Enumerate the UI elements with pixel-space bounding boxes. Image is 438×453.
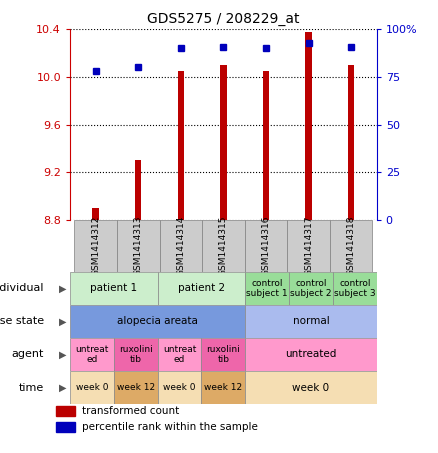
Bar: [158, 371, 201, 404]
Bar: [333, 272, 377, 305]
Bar: [74, 220, 117, 272]
Text: untreat
ed: untreat ed: [163, 345, 196, 364]
Bar: [92, 208, 99, 220]
Bar: [287, 220, 330, 272]
Text: ▶: ▶: [59, 382, 67, 393]
Bar: [305, 32, 312, 220]
Bar: [289, 272, 333, 305]
Text: patient 2: patient 2: [178, 283, 225, 294]
Bar: [158, 338, 201, 371]
Text: GSM1414313: GSM1414313: [134, 216, 143, 276]
Bar: [70, 305, 245, 338]
Text: individual: individual: [0, 283, 44, 294]
Text: week 0: week 0: [293, 382, 329, 393]
Text: patient 1: patient 1: [90, 283, 138, 294]
Bar: [245, 338, 377, 371]
Bar: [245, 371, 377, 404]
Text: transformed count: transformed count: [82, 405, 179, 415]
Bar: [114, 371, 158, 404]
Text: time: time: [18, 382, 44, 393]
Bar: [245, 272, 289, 305]
Text: ▶: ▶: [59, 316, 67, 327]
Text: GSM1414312: GSM1414312: [91, 216, 100, 276]
Bar: [135, 160, 141, 220]
Bar: [70, 272, 158, 305]
Text: control
subject 1: control subject 1: [246, 279, 288, 298]
Text: week 0: week 0: [163, 383, 196, 392]
Bar: [348, 65, 354, 220]
Text: control
subject 3: control subject 3: [334, 279, 376, 298]
Bar: [56, 422, 75, 432]
Bar: [201, 371, 245, 404]
Text: ruxolini
tib: ruxolini tib: [206, 345, 240, 364]
Text: week 0: week 0: [76, 383, 108, 392]
Text: GSM1414316: GSM1414316: [261, 216, 270, 276]
Title: GDS5275 / 208229_at: GDS5275 / 208229_at: [147, 12, 300, 26]
Bar: [330, 220, 372, 272]
Bar: [220, 65, 226, 220]
Text: disease state: disease state: [0, 316, 44, 327]
Bar: [202, 220, 245, 272]
Text: GSM1414314: GSM1414314: [177, 216, 185, 276]
Bar: [177, 71, 184, 220]
Text: week 12: week 12: [204, 383, 243, 392]
Bar: [245, 220, 287, 272]
Bar: [114, 338, 158, 371]
Bar: [70, 338, 114, 371]
Bar: [56, 405, 75, 416]
Text: percentile rank within the sample: percentile rank within the sample: [82, 422, 258, 432]
Text: GSM1414318: GSM1414318: [346, 216, 356, 276]
Text: ▶: ▶: [59, 349, 67, 360]
Bar: [245, 305, 377, 338]
Bar: [117, 220, 159, 272]
Text: GSM1414317: GSM1414317: [304, 216, 313, 276]
Bar: [159, 220, 202, 272]
Bar: [158, 272, 245, 305]
Bar: [70, 371, 114, 404]
Text: week 12: week 12: [117, 383, 155, 392]
Text: agent: agent: [11, 349, 44, 360]
Text: ▶: ▶: [59, 283, 67, 294]
Text: normal: normal: [293, 316, 329, 327]
Text: untreated: untreated: [285, 349, 337, 360]
Text: control
subject 2: control subject 2: [290, 279, 332, 298]
Bar: [263, 71, 269, 220]
Text: GSM1414315: GSM1414315: [219, 216, 228, 276]
Text: untreat
ed: untreat ed: [75, 345, 109, 364]
Bar: [201, 338, 245, 371]
Text: ruxolini
tib: ruxolini tib: [119, 345, 153, 364]
Text: alopecia areata: alopecia areata: [117, 316, 198, 327]
